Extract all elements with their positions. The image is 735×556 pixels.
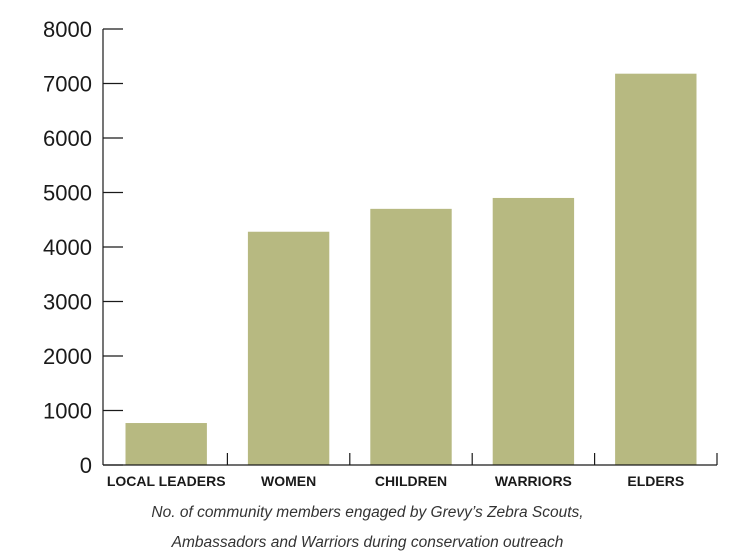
y-tick-label: 1000 <box>43 399 92 424</box>
x-category-label: CHILDREN <box>375 473 447 489</box>
x-category-label: WOMEN <box>261 473 316 489</box>
y-tick-label: 8000 <box>43 17 92 42</box>
chart-caption-line-1: No. of community members engaged by Grev… <box>151 504 584 521</box>
x-category-label: WARRIORS <box>495 473 572 489</box>
bar <box>615 73 697 465</box>
y-tick-label: 7000 <box>43 72 92 97</box>
y-axis: 0 1000 2000 3000 4000 5000 6000 7000 8000 <box>43 17 123 478</box>
y-tick-label: 4000 <box>43 235 92 260</box>
bar <box>492 197 575 465</box>
x-category-label: LOCAL LEADERS <box>107 473 226 489</box>
x-category-label: ELDERS <box>627 473 684 489</box>
bar <box>125 423 207 465</box>
bar <box>247 231 330 465</box>
y-tick-label: 3000 <box>43 290 92 315</box>
y-tick-label: 5000 <box>43 181 92 206</box>
chart-caption-line-2: Ambassadors and Warriors during conserva… <box>171 534 564 551</box>
bars <box>125 73 697 465</box>
y-tick-label: 6000 <box>43 126 92 151</box>
x-axis: LOCAL LEADERS WOMEN CHILDREN WARRIORS ELDERS <box>103 453 718 489</box>
y-tick-label: 2000 <box>43 344 92 369</box>
y-tick-label: 0 <box>80 453 92 478</box>
bar <box>370 208 452 465</box>
